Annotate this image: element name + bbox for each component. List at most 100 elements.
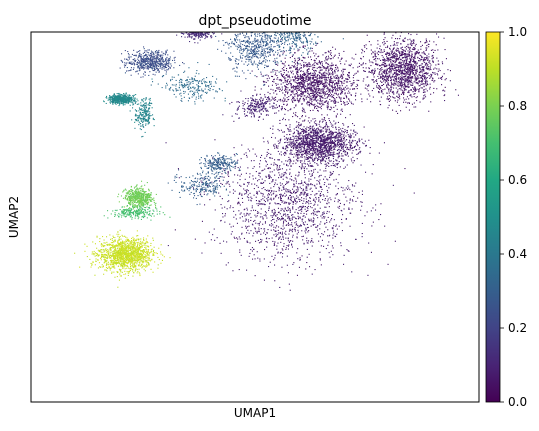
scatter-point xyxy=(275,196,277,198)
scatter-point xyxy=(289,289,291,291)
scatter-point xyxy=(238,193,240,195)
scatter-point xyxy=(245,214,247,216)
scatter-point xyxy=(300,132,302,134)
scatter-point xyxy=(297,137,299,139)
scatter-point xyxy=(93,253,95,255)
scatter-point xyxy=(323,140,325,142)
scatter-point xyxy=(308,253,310,255)
scatter-point xyxy=(334,144,336,146)
scatter-point xyxy=(337,182,339,184)
scatter-point xyxy=(337,121,339,123)
scatter-point xyxy=(127,242,129,244)
scatter-point xyxy=(107,244,109,246)
scatter-point xyxy=(156,213,158,215)
scatter-point xyxy=(239,213,241,215)
scatter-point xyxy=(306,146,308,148)
scatter-point xyxy=(246,226,248,228)
scatter-point xyxy=(269,202,271,204)
scatter-point xyxy=(141,202,143,204)
scatter-point xyxy=(306,142,308,144)
scatter-point xyxy=(144,261,146,263)
scatter-point xyxy=(337,157,339,159)
scatter-point xyxy=(149,195,151,197)
scatter-point xyxy=(86,245,88,247)
scatter-point xyxy=(310,157,312,159)
scatter-point xyxy=(131,256,133,258)
scatter-point xyxy=(129,256,131,258)
scatter-point xyxy=(208,231,210,233)
scatter-point xyxy=(138,272,140,274)
scatter-point xyxy=(204,179,206,181)
scatter-point xyxy=(322,144,324,146)
scatter-point xyxy=(89,258,91,260)
scatter-point xyxy=(305,196,307,198)
scatter-point xyxy=(140,240,142,242)
scatter-point xyxy=(128,208,130,210)
scatter-point xyxy=(274,210,276,212)
scatter-point xyxy=(116,233,118,235)
scatter-point xyxy=(320,245,322,247)
scatter-point xyxy=(145,266,147,268)
scatter-point xyxy=(113,236,115,238)
scatter-point xyxy=(339,136,341,138)
scatter-point xyxy=(304,221,306,223)
scatter-point xyxy=(265,175,267,177)
scatter-point xyxy=(275,233,277,235)
scatter-point xyxy=(358,191,360,193)
scatter-point xyxy=(147,203,149,205)
scatter-point xyxy=(125,251,127,253)
scatter-point xyxy=(301,218,303,220)
scatter-point xyxy=(153,254,155,256)
scatter-point xyxy=(127,191,129,193)
scatter-point xyxy=(299,206,301,208)
scatter-point xyxy=(144,194,146,196)
scatter-point xyxy=(314,137,316,139)
scatter-point xyxy=(247,167,249,169)
scatter-point xyxy=(123,189,125,191)
scatter-point xyxy=(312,241,314,243)
scatter-point xyxy=(282,223,284,225)
scatter-point xyxy=(140,192,142,194)
scatter-point xyxy=(273,212,275,214)
scatter-point xyxy=(288,189,290,191)
scatter-point xyxy=(245,218,247,220)
scatter-point xyxy=(290,138,292,140)
scatter-point xyxy=(105,265,107,267)
scatter-point xyxy=(303,189,305,191)
scatter-point xyxy=(290,240,292,242)
scatter-point xyxy=(285,190,287,192)
scatter-point xyxy=(269,167,271,169)
scatter-point xyxy=(335,194,337,196)
scatter-point xyxy=(286,139,288,141)
scatter-point xyxy=(143,244,145,246)
scatter-point xyxy=(120,255,122,257)
scatter-point xyxy=(142,194,144,196)
scatter-point xyxy=(359,140,361,142)
scatter-point xyxy=(328,142,330,144)
scatter-point xyxy=(139,256,141,258)
scatter-point xyxy=(160,251,162,253)
scatter-point xyxy=(138,250,140,252)
scatter-point xyxy=(328,187,330,189)
scatter-point xyxy=(250,160,252,162)
scatter-point xyxy=(137,247,139,249)
scatter-point xyxy=(174,229,176,231)
scatter-point xyxy=(150,200,152,202)
scatter-point xyxy=(140,218,142,220)
scatter-point xyxy=(308,203,310,205)
scatter-point xyxy=(114,255,116,257)
scatter-point xyxy=(306,158,308,160)
scatter-point xyxy=(286,245,288,247)
scatter-point xyxy=(326,164,328,166)
scatter-point xyxy=(315,151,317,153)
scatter-point xyxy=(349,142,351,144)
scatter-point xyxy=(309,197,311,199)
scatter-point xyxy=(106,259,108,261)
scatter-point xyxy=(120,250,122,252)
scatter-point xyxy=(147,193,149,195)
scatter-point xyxy=(195,188,197,190)
scatter-point xyxy=(199,203,201,205)
scatter-point xyxy=(309,160,311,162)
scatter-point xyxy=(309,173,311,175)
scatter-point xyxy=(306,141,308,143)
